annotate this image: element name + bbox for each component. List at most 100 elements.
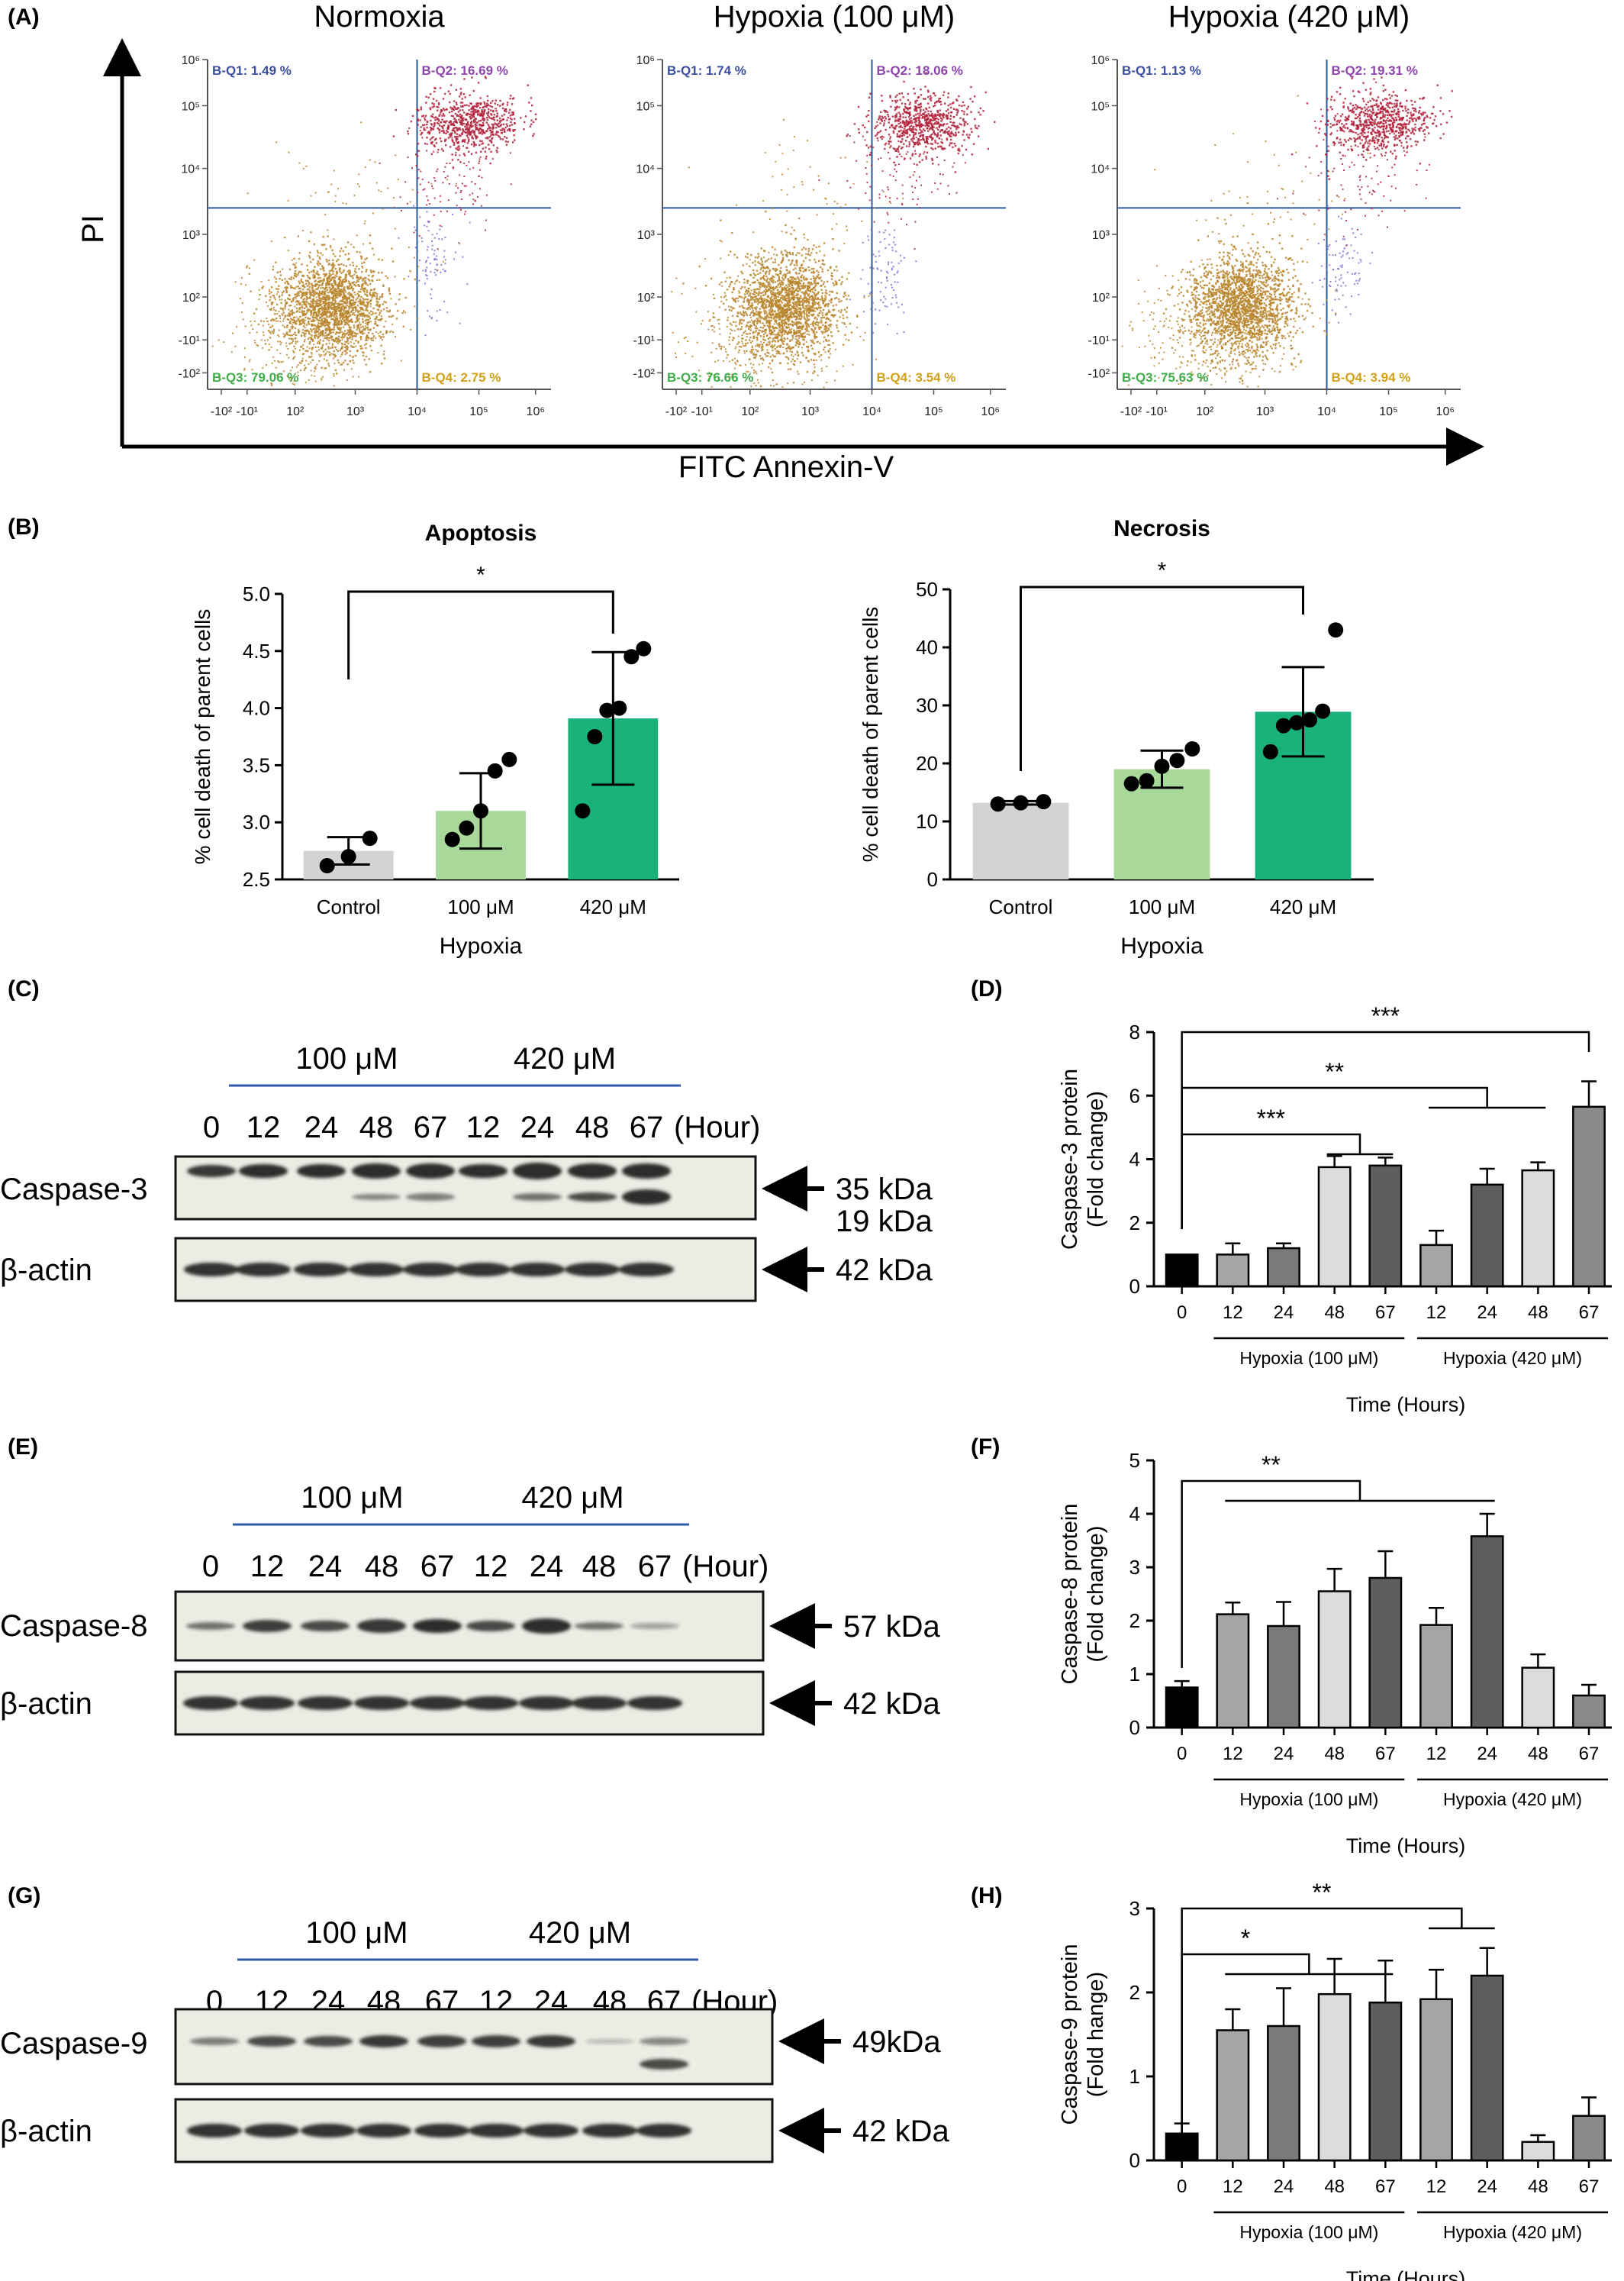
y-tick-label: 6	[1129, 1084, 1140, 1107]
significance-label: **	[1313, 1879, 1332, 1906]
bar	[1419, 1244, 1453, 1288]
blot-band-actin	[463, 1696, 518, 1710]
blot-group-label: 420 μM	[529, 1916, 631, 1950]
blot-kda-label: 19 kDa	[836, 1205, 933, 1238]
blot-group-label: 100 μM	[301, 1481, 403, 1515]
x-tick-label: 48	[1324, 1302, 1345, 1323]
x-tick-label: 24	[1477, 1744, 1497, 1764]
flow-x-tick-label: 10³	[346, 405, 365, 418]
quadrant-label-q4: B-Q4: 2.75 %	[422, 370, 501, 385]
flow-x-tick-label: 10⁵	[1379, 405, 1397, 418]
y-tick-label: 20	[916, 752, 938, 775]
blot-band-target	[622, 1163, 671, 1179]
flow-y-tick-label: 10²	[1092, 292, 1110, 305]
x-tick-label: 420 μM	[580, 895, 646, 918]
blot-band-actin	[349, 1263, 404, 1276]
dotbar-chart: Necrosis 0 10 20 30 40 50 % cell death of paren…	[859, 516, 1374, 959]
data-point	[1139, 773, 1155, 789]
blot-actin-label: β-actin	[0, 1687, 92, 1721]
blot-band-actin	[301, 2124, 356, 2137]
significance-bracket	[1181, 1031, 1590, 1229]
blot-bands	[184, 1163, 674, 1276]
blot-lane-label: 67	[630, 1111, 664, 1144]
blot-lane-label: 48	[582, 1550, 617, 1583]
quadrant-label-q4: B-Q4: 3.54 %	[877, 370, 956, 385]
data-point	[1262, 744, 1278, 760]
blot-band-target	[513, 1163, 562, 1179]
x-tick-label: 420 μM	[1270, 895, 1336, 918]
y-tick-label: 3	[1129, 1897, 1140, 1920]
y-tick-label: 40	[916, 636, 938, 659]
x-axis-label: Time (Hours)	[1346, 1834, 1466, 1857]
y-tick-label: 0	[927, 868, 938, 891]
panel-letter: (A)	[8, 5, 40, 30]
y-tick-label: 1	[1129, 2065, 1140, 2088]
y-tick-label: 8	[1129, 1021, 1140, 1044]
x-tick-label: 24	[1274, 1744, 1294, 1764]
blot-band-actin	[184, 1263, 239, 1276]
blot-target-label: Caspase-9	[0, 2027, 147, 2060]
group-label: Hypoxia (420 μM)	[1443, 2222, 1582, 2242]
bar	[972, 802, 1069, 879]
x-tick-label: 12	[1426, 1744, 1447, 1764]
panel-letter: (G)	[8, 1883, 40, 1908]
flow-x-tick-label: 10⁶	[981, 405, 1000, 418]
flow-x-tick-label: 10⁴	[408, 405, 427, 418]
data-point	[1154, 758, 1170, 774]
x-tick-label: 0	[1177, 1744, 1187, 1764]
blot-band-cleaved	[640, 2059, 688, 2070]
blot-band-actin	[636, 2124, 691, 2137]
blot-lane-label: 48	[359, 1111, 394, 1144]
blot-band-actin	[524, 2124, 578, 2137]
significance-bracket	[347, 590, 614, 679]
blot-band-cleaved	[513, 1193, 562, 1201]
quadrant-label-q3: B-Q3: 79.06 %	[212, 370, 298, 385]
blot-lane-label: 67	[638, 1550, 672, 1583]
flow-y-tick-label: -10²	[179, 367, 201, 380]
bar	[1165, 2132, 1199, 2162]
flow-y-tick-label: 10²	[182, 292, 201, 305]
blot-band-actin	[403, 1263, 458, 1276]
flow-events	[671, 72, 996, 389]
y-tick-label: 5.0	[243, 582, 270, 605]
chart-title: Necrosis	[1113, 516, 1210, 541]
x-axis-label: Time (Hours)	[1346, 2267, 1466, 2281]
blot-band-target	[190, 2037, 239, 2045]
blot-band-target	[568, 1163, 617, 1179]
blot-band-target	[297, 1164, 346, 1178]
blot-membrane-target	[174, 2008, 774, 2086]
flow-x-tick-label: 10⁵	[924, 405, 942, 418]
blot-band-cleaved	[406, 1193, 455, 1201]
x-tick-label: 67	[1579, 1302, 1600, 1323]
flow-events	[211, 76, 537, 387]
y-tick-label: 1	[1129, 1663, 1140, 1686]
flow-y-tick-label: -10¹	[179, 334, 200, 347]
x-tick-label: Control	[317, 895, 381, 918]
y-tick-label: 4	[1129, 1148, 1140, 1171]
flow-x-label: FITC Annexin-V	[678, 450, 894, 484]
x-tick-label: 24	[1274, 2176, 1294, 2197]
flow-x-tick-label: -10²	[211, 405, 233, 418]
panel-letter: (E)	[8, 1434, 38, 1460]
data-point	[990, 796, 1006, 812]
blot-group-label: 420 μM	[514, 1042, 616, 1076]
blot-band-target	[417, 2035, 466, 2047]
y-tick-label: 4.5	[243, 640, 270, 663]
blot-bands	[183, 1618, 682, 1710]
significance-label: **	[1325, 1058, 1344, 1086]
blot-band-target	[304, 2036, 353, 2047]
quadrant-label-q2: B-Q2: 19.31 %	[1332, 63, 1418, 78]
blot-band-target	[247, 2036, 296, 2047]
blot-band-actin	[619, 1263, 674, 1276]
blot-band-actin	[572, 1696, 627, 1710]
flow-y-tick-label: 10⁵	[182, 100, 200, 113]
y-tick-label: 3.5	[243, 753, 270, 776]
x-tick-label: 67	[1579, 2176, 1600, 2197]
blot-band-actin	[183, 1696, 238, 1710]
blot-kda-label: 42 kDa	[852, 2115, 949, 2148]
bar	[1470, 1974, 1504, 2162]
blot-lane-label: 12	[466, 1111, 501, 1144]
y-tick-label: 50	[916, 578, 938, 601]
panel-letter: (H)	[971, 1883, 1003, 1908]
blot-lane-label: 24	[308, 1550, 343, 1583]
